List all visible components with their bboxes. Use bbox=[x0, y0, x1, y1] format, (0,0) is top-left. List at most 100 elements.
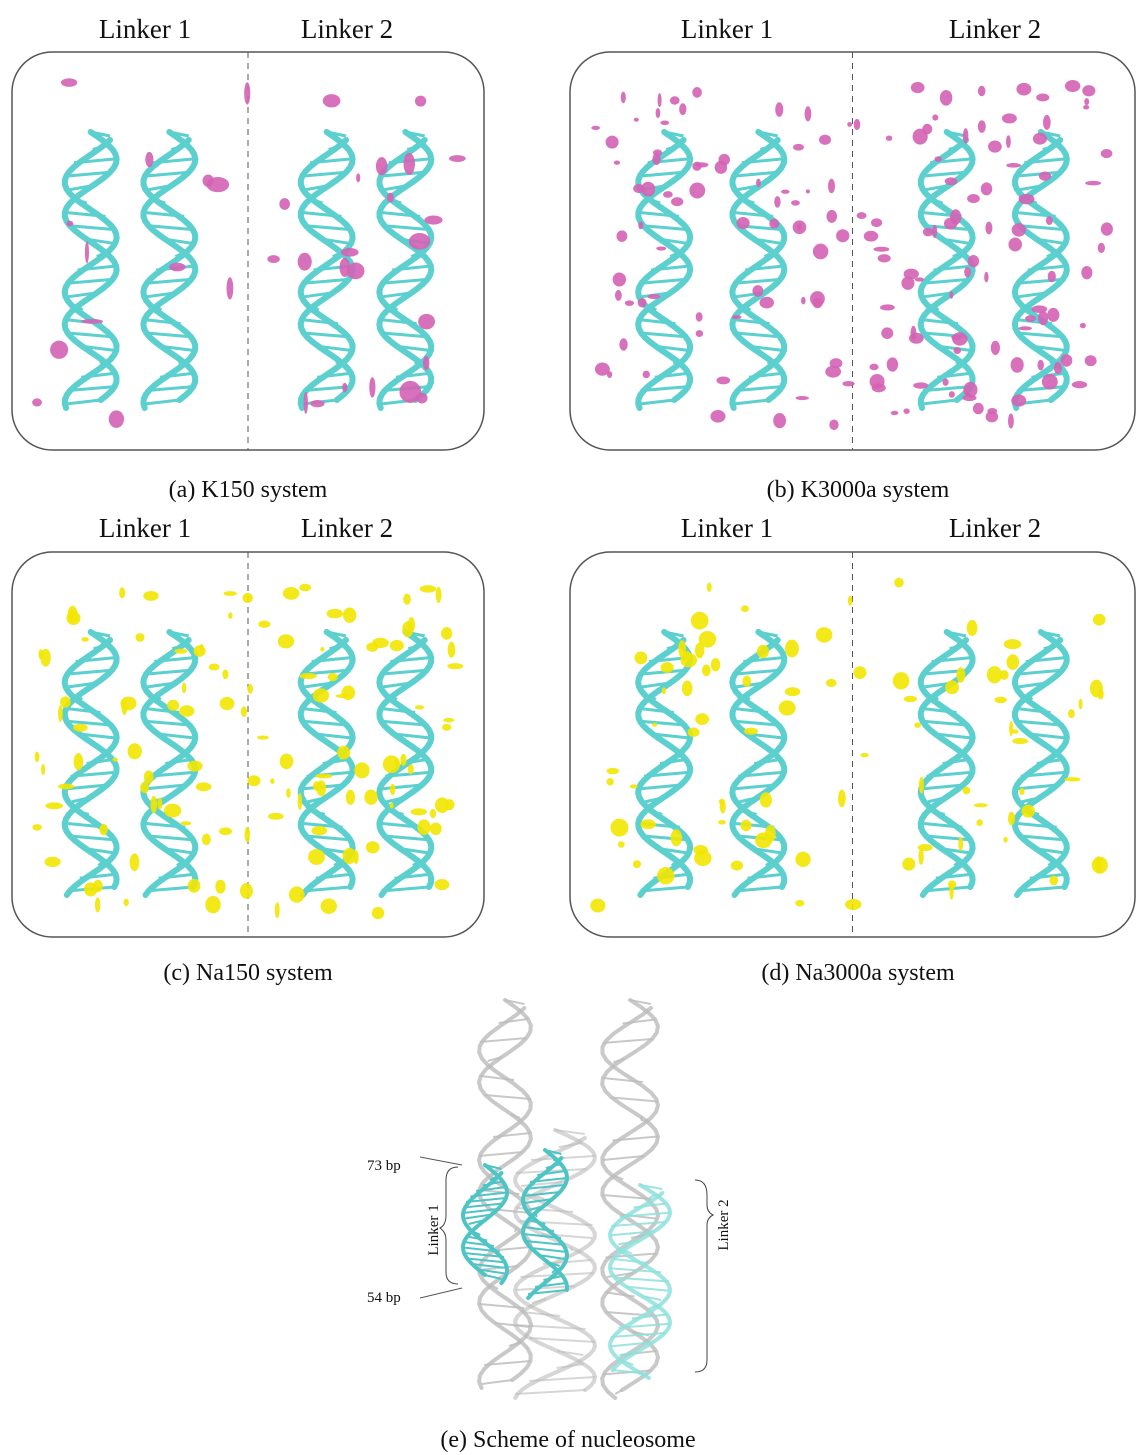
ion-density bbox=[372, 638, 389, 648]
ion-density bbox=[613, 272, 626, 286]
ion-density bbox=[614, 161, 620, 165]
ion-density bbox=[164, 804, 181, 818]
ion-density bbox=[417, 819, 430, 835]
ion-density bbox=[315, 774, 332, 779]
ion-density bbox=[949, 391, 955, 398]
ion-density bbox=[962, 395, 976, 401]
ion-density bbox=[1101, 222, 1113, 235]
nucleosome-scheme bbox=[420, 1000, 713, 1398]
ion-density bbox=[342, 685, 356, 700]
ion-density bbox=[731, 860, 743, 870]
ion-density bbox=[1054, 362, 1062, 374]
ion-density bbox=[279, 198, 290, 210]
ion-density bbox=[257, 736, 269, 740]
ion-density bbox=[618, 841, 625, 848]
ion-density bbox=[308, 849, 325, 865]
ion-density bbox=[1085, 355, 1097, 366]
ion-density bbox=[323, 94, 341, 107]
arrow bbox=[420, 1288, 462, 1298]
ion-density bbox=[1080, 323, 1086, 328]
ion-density bbox=[1011, 357, 1024, 373]
ion-density bbox=[1006, 163, 1021, 168]
ion-density bbox=[647, 294, 660, 299]
ion-density bbox=[241, 706, 247, 717]
ion-density bbox=[671, 197, 683, 206]
ion-density bbox=[886, 135, 893, 140]
ion-density bbox=[68, 606, 78, 623]
ion-density bbox=[974, 803, 988, 807]
ion-density bbox=[93, 880, 103, 892]
ion-density bbox=[913, 129, 928, 145]
ion-density bbox=[403, 594, 411, 605]
ion-density bbox=[988, 140, 1002, 152]
ion-density bbox=[415, 96, 426, 107]
ion-density bbox=[826, 679, 837, 687]
ion-density bbox=[1083, 105, 1089, 109]
ion-density bbox=[1082, 85, 1095, 96]
ion-density bbox=[442, 724, 451, 731]
ion-density bbox=[45, 857, 61, 867]
ion-density bbox=[247, 684, 253, 694]
ion-density bbox=[1065, 80, 1080, 92]
ion-density bbox=[813, 244, 828, 260]
ion-density bbox=[643, 371, 650, 379]
ion-density bbox=[409, 233, 430, 250]
ion-density bbox=[1033, 133, 1047, 145]
ion-density bbox=[779, 700, 796, 715]
ion-density bbox=[981, 182, 992, 195]
arrow-label: 54 bp bbox=[367, 1290, 401, 1306]
ion-density bbox=[978, 86, 986, 97]
ion-density bbox=[99, 824, 107, 835]
ion-density bbox=[591, 126, 600, 130]
ion-density bbox=[810, 291, 825, 306]
ion-density bbox=[372, 907, 385, 919]
panel-header: Linker 2 bbox=[949, 14, 1041, 44]
ion-density bbox=[188, 879, 201, 893]
ion-density bbox=[795, 396, 809, 400]
ion-density bbox=[635, 651, 648, 664]
panel-header: Linker 1 bbox=[681, 14, 773, 44]
ion-density bbox=[449, 155, 466, 162]
ion-density bbox=[223, 591, 236, 596]
ion-density bbox=[402, 621, 413, 637]
ion-density bbox=[1019, 194, 1035, 204]
ion-density bbox=[945, 177, 958, 185]
ion-density bbox=[144, 770, 154, 783]
md-panel bbox=[570, 552, 1135, 937]
ion-density bbox=[948, 880, 956, 888]
ion-density bbox=[400, 754, 406, 766]
ion-density bbox=[1006, 135, 1011, 148]
ion-density bbox=[179, 705, 194, 717]
ion-density bbox=[692, 162, 701, 171]
ion-density bbox=[1002, 113, 1017, 123]
ion-density bbox=[816, 627, 833, 642]
ion-density bbox=[1096, 856, 1102, 873]
ion-density bbox=[662, 687, 666, 694]
ion-density bbox=[119, 587, 125, 598]
page: {"panels": [ {"headers": ["Linker 1", "L… bbox=[0, 0, 1137, 1455]
ion-density bbox=[913, 382, 928, 388]
ion-density bbox=[964, 267, 971, 277]
ion-density bbox=[615, 290, 622, 301]
ion-density bbox=[741, 820, 752, 832]
ion-density bbox=[354, 762, 369, 778]
ion-density bbox=[390, 803, 394, 809]
ion-density bbox=[220, 697, 235, 710]
ion-density bbox=[861, 753, 869, 758]
ion-density bbox=[240, 883, 253, 899]
ion-density bbox=[951, 335, 962, 340]
ion-density bbox=[634, 118, 639, 122]
ion-density bbox=[1068, 709, 1075, 718]
ion-density bbox=[806, 189, 810, 193]
ion-density bbox=[756, 179, 761, 187]
ion-density bbox=[1012, 223, 1026, 236]
ion-density bbox=[695, 713, 709, 725]
ion-density bbox=[174, 648, 187, 653]
ion-density bbox=[268, 813, 284, 820]
ion-density bbox=[718, 820, 726, 825]
ion-density bbox=[785, 687, 801, 696]
ion-density bbox=[696, 312, 703, 321]
ion-density bbox=[369, 377, 375, 397]
ion-density bbox=[1072, 381, 1087, 388]
ion-density bbox=[222, 670, 228, 680]
